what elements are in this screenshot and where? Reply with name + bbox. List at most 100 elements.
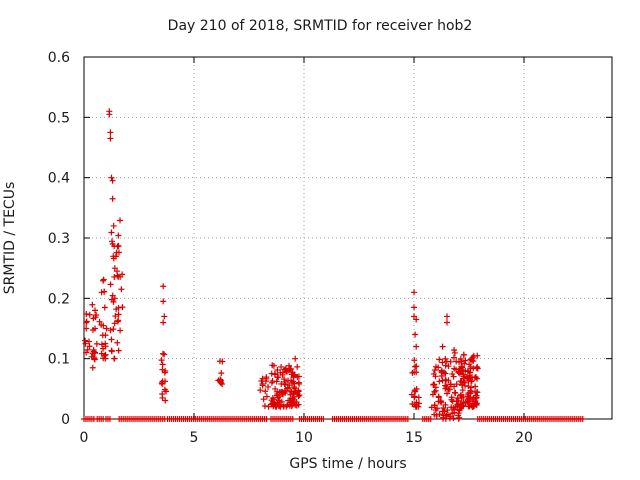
data-point xyxy=(286,362,293,369)
data-point xyxy=(117,327,124,334)
data-point xyxy=(106,111,113,118)
data-point xyxy=(440,414,447,421)
data-point xyxy=(257,387,264,394)
data-point xyxy=(416,400,423,407)
data-point xyxy=(320,416,327,422)
data-point xyxy=(92,349,98,356)
data-point xyxy=(115,311,122,318)
data-point xyxy=(291,385,298,392)
data-point xyxy=(107,281,114,288)
data-point xyxy=(111,295,118,302)
data-point xyxy=(467,390,474,397)
data-point xyxy=(262,388,269,395)
data-point xyxy=(411,394,418,401)
data-point xyxy=(413,316,420,323)
data-point xyxy=(96,318,103,325)
data-point xyxy=(459,403,466,410)
data-point xyxy=(107,135,114,142)
data-point xyxy=(83,349,90,356)
data-point xyxy=(92,307,98,314)
data-point xyxy=(83,319,90,326)
data-point xyxy=(444,319,450,326)
data-point xyxy=(158,379,165,386)
data-point xyxy=(432,373,439,380)
data-point xyxy=(273,378,280,385)
data-point xyxy=(413,343,420,350)
data-point xyxy=(109,195,116,202)
data-point xyxy=(161,351,168,358)
data-point xyxy=(459,381,466,388)
data-point xyxy=(431,367,438,374)
data-point xyxy=(111,273,118,280)
data-point xyxy=(445,411,452,418)
data-point xyxy=(287,391,294,398)
data-point xyxy=(455,415,462,422)
data-point xyxy=(436,411,443,418)
data-point xyxy=(108,229,115,236)
data-point xyxy=(450,415,457,422)
data-point xyxy=(468,378,475,385)
data-point xyxy=(412,331,419,338)
data-point xyxy=(111,265,118,272)
data-point xyxy=(275,397,282,404)
x-tick-label: 20 xyxy=(515,430,533,446)
data-point xyxy=(119,304,126,311)
data-point xyxy=(411,304,417,311)
data-point xyxy=(470,365,477,372)
data-point xyxy=(102,340,109,347)
data-point xyxy=(106,416,113,422)
data-point xyxy=(451,383,458,390)
data-point xyxy=(450,354,457,361)
y-tick-label: 0.1 xyxy=(48,352,70,368)
chart-title: Day 210 of 2018, SRMTID for receiver hob… xyxy=(167,18,473,34)
data-point xyxy=(93,340,100,347)
data-point xyxy=(216,358,223,365)
data-point xyxy=(274,366,281,373)
data-point xyxy=(270,362,277,369)
data-point xyxy=(289,416,296,422)
data-point xyxy=(83,310,90,317)
data-point xyxy=(411,369,418,376)
data-point xyxy=(293,399,300,406)
data-point xyxy=(272,385,279,392)
data-point xyxy=(437,397,444,404)
data-point xyxy=(108,336,115,343)
data-point xyxy=(278,398,285,405)
data-point xyxy=(98,289,105,296)
data-point xyxy=(162,378,169,385)
data-point xyxy=(287,365,294,372)
data-point xyxy=(108,174,115,181)
data-point xyxy=(285,397,292,404)
data-point xyxy=(218,370,225,377)
data-point xyxy=(295,393,302,400)
data-point xyxy=(108,348,115,355)
data-point xyxy=(579,416,586,422)
data-point xyxy=(113,306,120,313)
data-point xyxy=(460,393,467,400)
x-tick-label: 10 xyxy=(295,430,313,446)
data-point xyxy=(109,241,116,248)
data-point xyxy=(459,387,466,394)
data-point xyxy=(292,355,299,362)
data-point xyxy=(289,369,296,376)
data-point xyxy=(86,311,93,318)
data-point xyxy=(289,379,296,386)
data-point xyxy=(290,372,297,379)
data-point xyxy=(456,407,463,414)
data-point xyxy=(98,341,105,348)
data-point xyxy=(439,359,446,366)
data-point xyxy=(99,332,106,339)
data-point xyxy=(284,368,291,375)
data-point xyxy=(289,402,296,409)
data-point xyxy=(445,386,452,393)
data-point xyxy=(453,398,460,405)
data-point xyxy=(260,396,267,403)
data-point xyxy=(101,304,108,311)
data-point xyxy=(119,271,126,278)
data-point xyxy=(465,383,472,390)
data-point xyxy=(162,397,169,404)
data-point xyxy=(263,393,270,400)
data-point xyxy=(460,351,467,358)
data-point xyxy=(451,346,458,353)
data-point xyxy=(115,347,122,354)
